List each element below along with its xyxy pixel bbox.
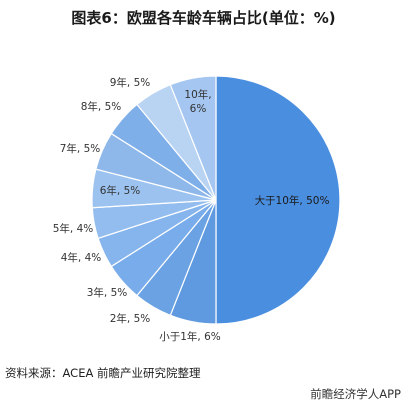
slice-label-2: 2年, 5% bbox=[110, 312, 151, 325]
slice-label-0: 大于10年, 50% bbox=[255, 194, 330, 207]
pie-slice-0 bbox=[215, 75, 341, 325]
slice-label-4: 4年, 4% bbox=[61, 251, 102, 264]
slice-label-1: 小于1年, 6% bbox=[159, 330, 221, 343]
watermark-text: 前瞻经济学人APP bbox=[310, 387, 401, 401]
slice-label-7: 7年, 5% bbox=[60, 142, 101, 155]
slice-label-10: 10年, 6% bbox=[184, 88, 211, 115]
slice-label-9: 9年, 5% bbox=[110, 76, 151, 89]
slice-label-6: 6年, 5% bbox=[100, 184, 141, 197]
chart-title: 图表6：欧盟各车龄车辆占比(单位：%) bbox=[71, 9, 336, 27]
source-note: 资料来源：ACEA 前瞻产业研究院整理 bbox=[5, 366, 201, 380]
slice-label-8: 8年, 5% bbox=[81, 100, 122, 113]
pie-chart: 大于10年, 50% 小于1年, 6% 2年, 5% 3年, 5% 4年, 4% 5年, … bbox=[53, 75, 341, 343]
pie-slice-10 bbox=[169, 75, 217, 201]
slice-label-3: 3年, 5% bbox=[87, 286, 128, 299]
slice-label-5: 5年, 4% bbox=[53, 222, 94, 235]
